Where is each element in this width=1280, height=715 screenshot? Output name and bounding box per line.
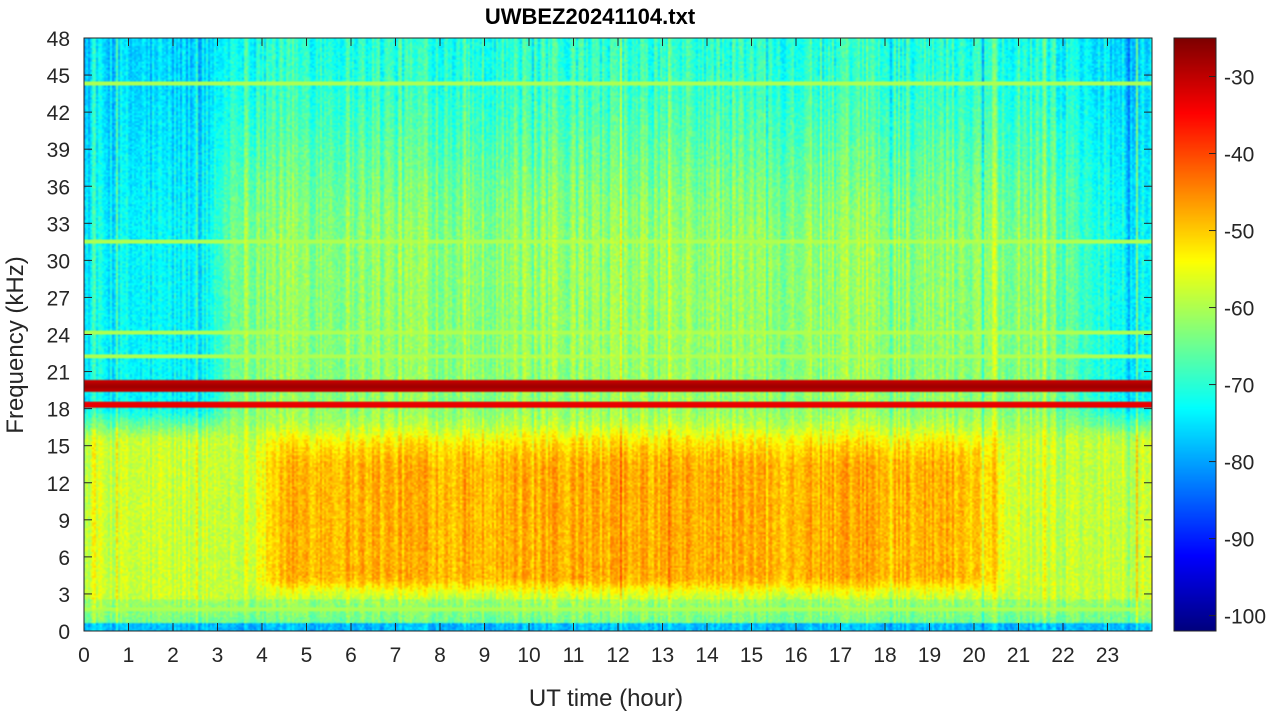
colorbar-gradient (1174, 38, 1216, 631)
colorbar-tick-label: -90 (1224, 529, 1254, 552)
x-tick-label: 8 (434, 644, 446, 667)
x-tick-label: 7 (390, 644, 402, 667)
colorbar-tick-label: -60 (1224, 298, 1254, 321)
y-tick-label: 12 (47, 473, 70, 496)
x-tick-label: 17 (829, 644, 852, 667)
x-tick-label: 18 (873, 644, 896, 667)
spectrogram-image (84, 38, 1152, 631)
colorbar-tick-label: -100 (1224, 606, 1266, 629)
y-tick-label: 45 (47, 65, 70, 88)
x-tick-label: 13 (651, 644, 674, 667)
colorbar-tick-label: -50 (1224, 221, 1254, 244)
colorbar-tick-label: -80 (1224, 452, 1254, 475)
x-tick-label: 20 (962, 644, 985, 667)
y-tick-label: 27 (47, 287, 70, 310)
x-tick-label: 10 (517, 644, 540, 667)
colorbar-tick-label: -70 (1224, 375, 1254, 398)
y-tick-label: 18 (47, 399, 70, 422)
y-tick-label: 42 (47, 102, 70, 125)
x-tick-label: 21 (1007, 644, 1030, 667)
x-tick-label: 6 (345, 644, 357, 667)
x-tick-label: 5 (301, 644, 313, 667)
y-tick-label: 9 (58, 510, 70, 533)
y-tick-label: 33 (47, 213, 70, 236)
y-axis-label: Frequency (kHz) (2, 256, 29, 433)
x-tick-label: 4 (256, 644, 268, 667)
x-tick-label: 23 (1096, 644, 1119, 667)
x-axis-ticks: 0 1 2 3 4 5 6 7 8 9 10 11 12 13 14 15 16 17 18 19 20 21 22 23 (78, 38, 1119, 667)
colorbar-ticks: -30 -40 -50 -60 -70 -80 -90 -100 (1209, 67, 1266, 629)
y-tick-label: 0 (58, 621, 70, 644)
y-tick-label: 15 (47, 436, 70, 459)
x-tick-label: 3 (212, 644, 224, 667)
x-tick-label: 2 (167, 644, 179, 667)
y-tick-label: 24 (47, 325, 71, 348)
y-tick-label: 6 (58, 547, 70, 570)
x-axis-label: UT time (hour) (529, 685, 683, 712)
colorbar-tick-label: -40 (1224, 144, 1254, 167)
chart-title: UWBEZ20241104.txt (485, 4, 696, 29)
y-tick-label: 48 (47, 28, 70, 51)
y-tick-label: 21 (47, 362, 70, 385)
y-tick-label: 3 (58, 584, 70, 607)
y-tick-label: 36 (47, 176, 70, 199)
x-tick-label: 14 (695, 644, 719, 667)
y-tick-label: 30 (47, 250, 70, 273)
x-tick-label: 16 (784, 644, 807, 667)
x-tick-label: 19 (918, 644, 941, 667)
x-tick-label: 1 (123, 644, 135, 667)
colorbar-tick-label: -30 (1224, 67, 1254, 90)
x-tick-label: 15 (740, 644, 763, 667)
x-tick-label: 9 (479, 644, 491, 667)
x-tick-label: 22 (1051, 644, 1074, 667)
colorbar: -30 -40 -50 -60 -70 -80 -90 -100 (1173, 37, 1266, 632)
x-tick-label: 0 (78, 644, 90, 667)
x-tick-label: 11 (563, 644, 585, 667)
y-tick-label: 39 (47, 139, 70, 162)
spectrogram-plot-area: 0 1 2 3 4 5 6 7 8 9 10 11 12 13 14 15 16 17 18 19 20 21 22 23 0… (47, 28, 1153, 667)
x-tick-label: 12 (606, 644, 629, 667)
colorbar-frame (1173, 37, 1217, 632)
